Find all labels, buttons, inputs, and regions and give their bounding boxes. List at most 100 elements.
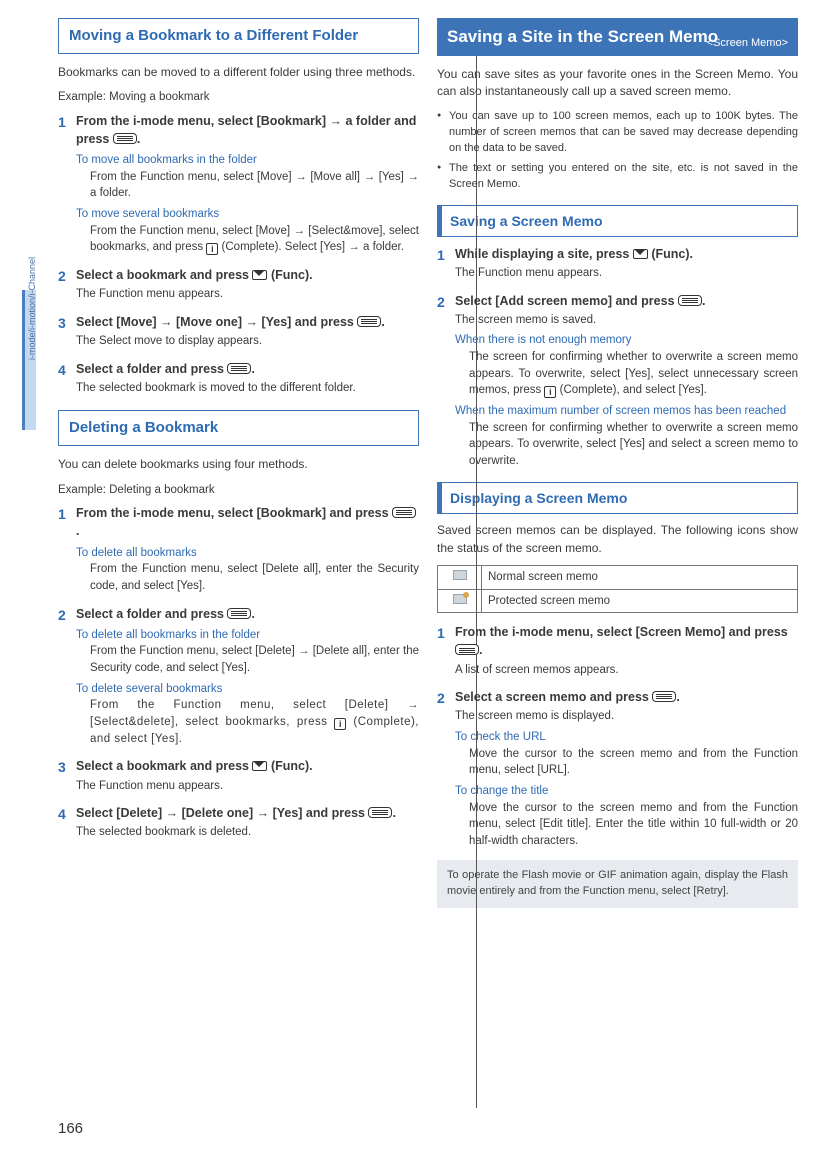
sub-heading: To delete all bookmarks bbox=[76, 545, 419, 562]
sub-body: From the Function menu, select [Move] → … bbox=[76, 169, 419, 202]
step-number: 1 bbox=[58, 112, 66, 132]
left-column: Moving a Bookmark to a Different Folder … bbox=[58, 18, 419, 1118]
legend-label: Protected screen memo bbox=[482, 589, 798, 613]
legend-icon-cell bbox=[438, 589, 482, 613]
enter-icon bbox=[652, 691, 676, 702]
table-row: Protected screen memo bbox=[438, 589, 798, 613]
sub-heading: To delete several bookmarks bbox=[76, 681, 419, 698]
enter-icon bbox=[368, 807, 392, 818]
memo-protected-icon bbox=[453, 594, 467, 604]
side-tab-label: i-mode/i-motion/i-Channel bbox=[26, 257, 39, 360]
memo-normal-icon bbox=[453, 570, 467, 580]
step-title: Select a bookmark and press (Func). bbox=[76, 266, 419, 284]
heading-delete-bookmark: Deleting a Bookmark bbox=[58, 410, 419, 446]
mail-icon bbox=[252, 270, 267, 280]
enter-icon bbox=[357, 316, 381, 327]
steps-move: 1 From the i-mode menu, select [Bookmark… bbox=[58, 112, 419, 397]
step-number: 4 bbox=[58, 804, 66, 824]
step-number: 1 bbox=[437, 245, 445, 265]
step-number: 1 bbox=[437, 623, 445, 643]
legend-icon-cell bbox=[438, 565, 482, 589]
step-number: 4 bbox=[58, 360, 66, 380]
step-1: 1 From the i-mode menu, select [Screen M… bbox=[455, 623, 798, 678]
step-2: 2 Select a folder and press . To delete … bbox=[76, 605, 419, 748]
sub-body: From the Function menu, select [Delete] … bbox=[76, 643, 419, 676]
steps-delete: 1 From the i-mode menu, select [Bookmark… bbox=[58, 504, 419, 841]
enter-icon bbox=[455, 644, 479, 655]
icon-legend-table: Normal screen memo Protected screen memo bbox=[437, 565, 798, 613]
step-4: 4 Select [Delete] → [Delete one] → [Yes]… bbox=[76, 804, 419, 841]
sub-body: From the Function menu, select [Delete] … bbox=[76, 697, 419, 747]
i-icon: i bbox=[544, 386, 556, 398]
sub-body: Move the cursor to the screen memo and f… bbox=[455, 746, 798, 779]
page-body: Moving a Bookmark to a Different Folder … bbox=[58, 18, 798, 1118]
sub-heading: To change the title bbox=[455, 783, 798, 800]
step-body: The Function menu appears. bbox=[76, 286, 419, 303]
i-icon: i bbox=[334, 718, 346, 730]
bullet-item: The text or setting you entered on the s… bbox=[449, 161, 798, 193]
step-2: 2 Select [Add screen memo] and press . T… bbox=[455, 292, 798, 470]
sub-heading: To move several bookmarks bbox=[76, 206, 419, 223]
enter-icon bbox=[227, 608, 251, 619]
step-3: 3 Select [Move] → [Move one] → [Yes] and… bbox=[76, 313, 419, 350]
table-row: Normal screen memo bbox=[438, 565, 798, 589]
step-number: 2 bbox=[437, 292, 445, 312]
step-title: From the i-mode menu, select [Screen Mem… bbox=[455, 623, 798, 659]
step-number: 3 bbox=[58, 757, 66, 777]
step-number: 2 bbox=[58, 266, 66, 286]
sub-heading: To move all bookmarks in the folder bbox=[76, 152, 419, 169]
step-title: Select [Move] → [Move one] → [Yes] and p… bbox=[76, 313, 419, 331]
note-box: To operate the Flash movie or GIF animat… bbox=[437, 860, 798, 908]
page-number: 166 bbox=[58, 1118, 83, 1140]
step-body: The Select move to display appears. bbox=[76, 333, 419, 350]
step-title: Select a screen memo and press . bbox=[455, 688, 798, 706]
enter-icon bbox=[227, 363, 251, 374]
step-body: The screen memo is saved. bbox=[455, 312, 798, 329]
step-title: While displaying a site, press (Func). bbox=[455, 245, 798, 263]
step-title: Select [Add screen memo] and press . bbox=[455, 292, 798, 310]
i-icon: i bbox=[206, 243, 218, 255]
intro-text: You can save sites as your favorite ones… bbox=[437, 66, 798, 101]
steps-displaying: 1 From the i-mode menu, select [Screen M… bbox=[437, 623, 798, 849]
heading-move-bookmark: Moving a Bookmark to a Different Folder bbox=[58, 18, 419, 54]
step-4: 4 Select a folder and press . The select… bbox=[76, 360, 419, 397]
step-body: A list of screen memos appears. bbox=[455, 662, 798, 679]
step-3: 3 Select a bookmark and press (Func). Th… bbox=[76, 757, 419, 794]
right-column: Saving a Site in the Screen Memo <Screen… bbox=[437, 18, 798, 1118]
intro-text: Saved screen memos can be displayed. The… bbox=[437, 522, 798, 557]
step-1: 1 From the i-mode menu, select [Bookmark… bbox=[76, 112, 419, 256]
step-number: 2 bbox=[58, 605, 66, 625]
intro-text: You can delete bookmarks using four meth… bbox=[58, 456, 419, 473]
step-body: The screen memo is displayed. bbox=[455, 708, 798, 725]
sub-body: The screen for confirming whether to ove… bbox=[455, 420, 798, 470]
step-title: Select a folder and press . bbox=[76, 605, 419, 623]
step-title: Select a bookmark and press (Func). bbox=[76, 757, 419, 775]
step-title: From the i-mode menu, select [Bookmark] … bbox=[76, 504, 419, 540]
bullet-item: You can save up to 100 screen memos, eac… bbox=[449, 109, 798, 157]
mail-icon bbox=[633, 249, 648, 259]
sub-heading: To delete all bookmarks in the folder bbox=[76, 627, 419, 644]
side-tab: i-mode/i-motion/i-Channel bbox=[22, 290, 36, 430]
enter-icon bbox=[113, 133, 137, 144]
steps-saving: 1 While displaying a site, press (Func).… bbox=[437, 245, 798, 470]
sub-body: The screen for confirming whether to ove… bbox=[455, 349, 798, 399]
sub-heading: When the maximum number of screen memos … bbox=[455, 403, 798, 420]
step-2: 2 Select a screen memo and press . The s… bbox=[455, 688, 798, 850]
heading-tag: <Screen Memo> bbox=[707, 36, 788, 50]
step-1: 1 From the i-mode menu, select [Bookmark… bbox=[76, 504, 419, 594]
subheading-saving: Saving a Screen Memo bbox=[437, 205, 798, 237]
intro-text: Bookmarks can be moved to a different fo… bbox=[58, 64, 419, 81]
enter-icon bbox=[678, 295, 702, 306]
sub-body: Move the cursor to the screen memo and f… bbox=[455, 800, 798, 850]
example-label: Example: Deleting a bookmark bbox=[58, 482, 419, 499]
mail-icon bbox=[252, 761, 267, 771]
step-body: The selected bookmark is moved to the di… bbox=[76, 380, 419, 397]
step-title: Select [Delete] → [Delete one] → [Yes] a… bbox=[76, 804, 419, 822]
sub-body: From the Function menu, select [Move] → … bbox=[76, 223, 419, 256]
example-label: Example: Moving a bookmark bbox=[58, 89, 419, 106]
heading-screen-memo: Saving a Site in the Screen Memo <Screen… bbox=[437, 18, 798, 56]
step-number: 1 bbox=[58, 504, 66, 524]
step-body: The Function menu appears. bbox=[455, 265, 798, 282]
sub-body: From the Function menu, select [Delete a… bbox=[76, 561, 419, 594]
step-number: 3 bbox=[58, 313, 66, 333]
